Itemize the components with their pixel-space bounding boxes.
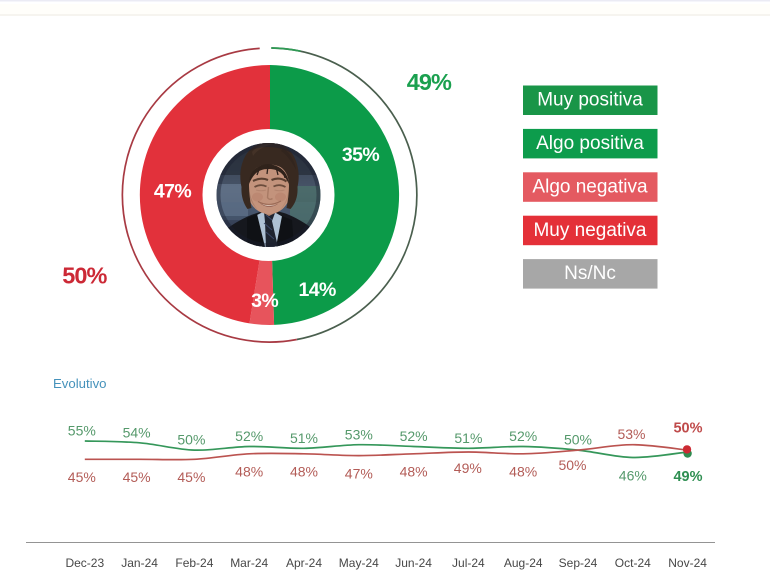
svg-text:53%: 53% [617, 426, 645, 442]
svg-text:Sep-24: Sep-24 [559, 556, 598, 570]
svg-text:46%: 46% [619, 468, 647, 484]
svg-text:52%: 52% [235, 428, 263, 444]
svg-text:53%: 53% [345, 426, 373, 442]
svg-text:45%: 45% [68, 469, 96, 485]
svg-text:49%: 49% [673, 469, 702, 485]
svg-text:Mar-24: Mar-24 [230, 556, 268, 570]
svg-text:45%: 45% [123, 469, 151, 485]
svg-text:Muy negativa: Muy negativa [533, 220, 646, 241]
svg-text:50%: 50% [177, 432, 205, 448]
svg-text:Dec-23: Dec-23 [65, 556, 104, 570]
svg-text:Feb-24: Feb-24 [175, 556, 213, 570]
svg-text:35%: 35% [342, 144, 379, 166]
svg-text:47%: 47% [154, 181, 191, 203]
svg-text:50%: 50% [558, 457, 586, 473]
svg-text:50%: 50% [673, 421, 702, 437]
svg-text:45%: 45% [177, 469, 205, 485]
svg-text:51%: 51% [290, 430, 318, 446]
svg-text:52%: 52% [400, 428, 428, 444]
svg-text:48%: 48% [290, 464, 318, 480]
svg-text:54%: 54% [123, 424, 151, 440]
svg-text:Ns/Nc: Ns/Nc [564, 263, 616, 284]
svg-text:Algo negativa: Algo negativa [532, 176, 648, 197]
svg-text:Evolutivo: Evolutivo [53, 376, 107, 391]
svg-text:50%: 50% [564, 432, 592, 448]
svg-text:48%: 48% [509, 464, 537, 480]
svg-text:May-24: May-24 [339, 556, 379, 570]
svg-text:48%: 48% [400, 464, 428, 480]
svg-text:Aug-24: Aug-24 [504, 556, 543, 570]
svg-text:50%: 50% [62, 263, 107, 289]
svg-text:52%: 52% [509, 428, 537, 444]
svg-text:Nov-24: Nov-24 [668, 556, 707, 570]
svg-text:Muy positiva: Muy positiva [537, 90, 643, 111]
svg-text:Oct-24: Oct-24 [615, 556, 651, 570]
svg-text:Algo positiva: Algo positiva [536, 133, 644, 154]
svg-text:48%: 48% [235, 464, 263, 480]
svg-text:55%: 55% [68, 423, 96, 439]
svg-text:49%: 49% [454, 460, 482, 476]
svg-text:49%: 49% [407, 69, 452, 95]
svg-text:47%: 47% [345, 465, 373, 481]
svg-text:Jan-24: Jan-24 [121, 556, 158, 570]
svg-text:3%: 3% [251, 290, 278, 312]
svg-text:51%: 51% [454, 430, 482, 446]
svg-text:14%: 14% [298, 279, 335, 301]
svg-text:Apr-24: Apr-24 [286, 556, 322, 570]
svg-text:Jun-24: Jun-24 [395, 556, 432, 570]
svg-text:Jul-24: Jul-24 [452, 556, 485, 570]
